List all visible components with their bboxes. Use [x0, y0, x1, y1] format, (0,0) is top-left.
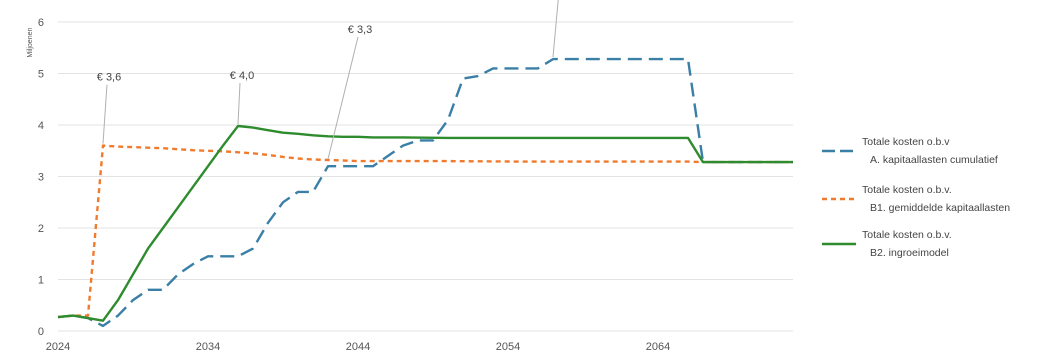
y-tick-label: 3 [38, 172, 44, 184]
legend-label: Totale kosten o.b.v [862, 136, 950, 148]
annotation-label: € 3,3 [348, 24, 372, 36]
annotation-leader [327, 36, 359, 160]
x-tick-label: 2034 [196, 341, 220, 353]
annotation-label: € 3,6 [97, 72, 121, 84]
x-tick-label: 2044 [346, 341, 370, 353]
x-tick-label: 2054 [496, 341, 520, 353]
legend-label: Totale kosten o.b.v. [862, 184, 952, 196]
y-tick-label: 5 [38, 69, 44, 81]
y-tick-label: 6 [38, 17, 44, 29]
y-tick-label: 0 [38, 326, 44, 338]
series-line-2 [57, 144, 793, 319]
legend-label: B2. ingroeimodel [870, 247, 949, 259]
annotation-leader [102, 84, 108, 144]
legend-label: Totale kosten o.b.v. [862, 229, 952, 241]
annotation-leader [237, 83, 241, 125]
y-tick-label: 1 [38, 275, 44, 287]
y-tick-label: 2 [38, 223, 44, 235]
series-line-3 [57, 124, 793, 322]
annotation-leader [552, 0, 559, 58]
x-tick-label: 2024 [46, 341, 70, 353]
y-axis-label: Miljoenen [27, 28, 34, 58]
annotation-label: € 4,0 [230, 70, 254, 82]
y-tick-label: 4 [38, 120, 44, 132]
legend-label: A. kapitaallasten cumulatief [870, 154, 998, 166]
series-line-1 [57, 57, 793, 328]
legend-label: B1. gemiddelde kapitaallasten [870, 202, 1010, 214]
x-tick-label: 2064 [646, 341, 670, 353]
